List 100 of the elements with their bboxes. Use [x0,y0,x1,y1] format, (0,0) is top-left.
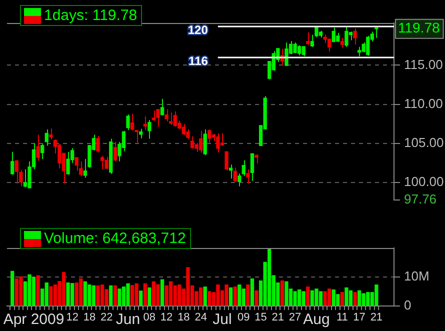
candlestick [203,128,207,156]
bar [310,290,314,306]
bar [254,290,258,306]
bar [374,284,378,306]
bar [302,291,306,306]
candlestick [10,152,14,176]
y-tick-label: 0 [404,298,412,313]
x-tick-label: 27 [288,312,302,324]
x-tick-label: Apr 2009 [3,311,64,328]
ref-line-label: 116 [188,54,208,68]
bar [10,270,14,306]
y-tick-label: 110.00 [404,96,443,111]
bar [66,282,70,306]
candlestick [327,38,332,52]
bar [122,286,126,306]
bar [164,285,168,306]
bar [366,292,370,306]
bar [62,272,66,306]
bar [293,291,297,306]
bar [362,293,366,306]
candlestick [306,32,310,46]
candlestick [228,164,233,180]
candlestick [164,108,168,122]
bar [246,284,250,306]
bar [208,291,212,306]
bar [79,278,83,306]
candlestick [79,160,83,177]
candlestick [182,123,186,136]
candlestick [216,132,220,153]
bar [152,281,156,306]
bar [280,280,284,306]
bar [250,278,254,306]
bar [216,284,220,306]
candlestick [156,108,160,128]
ref-line-label: 120 [188,22,208,37]
bar [92,285,96,306]
candlestick [122,130,126,152]
y-tick-label: 105.00 [404,134,444,150]
x-tick-label: 15 [254,312,267,324]
candlestick [143,116,147,131]
bar [228,287,233,306]
bar [224,284,228,306]
candlestick [169,112,173,126]
x-tick-label: Jun [116,311,140,328]
bar [348,290,353,306]
bar [109,285,113,306]
x-tick-label: 21 [370,312,383,324]
x-tick-label: 12 [66,312,78,324]
x-tick-label: Jul [212,311,232,328]
y-tick-label: 97.76 [404,192,437,207]
candlestick [19,169,23,187]
x-tick-label: 21 [272,312,284,324]
bar [340,292,344,306]
candlestick [233,167,237,183]
bar [44,282,48,306]
bar [357,290,362,306]
candlestick [332,27,336,42]
bar [49,286,53,306]
bar [160,279,164,306]
candlestick [173,110,177,128]
bar [130,285,134,306]
bar [134,283,138,306]
bar [173,285,177,306]
x-tick-label: 18 [178,312,190,324]
candlestick [104,156,108,170]
candlestick [336,32,340,43]
candlestick [250,153,254,182]
bar [36,275,40,306]
y-tick-label: 10M [404,268,430,284]
x-tick-label: 12 [160,312,173,324]
bar [118,288,122,306]
bar [186,267,190,306]
chart-title: 1days: 119.78 [44,7,138,24]
candlestick [366,35,370,56]
bar [143,283,147,306]
x-tick-label: 11 [336,312,348,324]
x-tick-label: Aug [303,311,330,328]
bar [96,285,100,306]
candlestick [238,172,242,187]
bar [28,274,32,306]
x-tick-label: 08 [143,312,156,324]
bar [113,285,117,306]
candlestick [49,128,53,140]
y-tick-label: 115.00 [404,56,443,72]
bar [306,286,310,306]
bar [314,288,318,306]
candlestick [126,114,130,131]
text: 119.78 [398,20,440,36]
bar [242,288,246,306]
candlestick [190,136,194,149]
candlestick [340,37,344,48]
bar [238,284,242,306]
candlestick [148,119,152,140]
bar [148,287,152,306]
candlestick [23,168,28,188]
candlestick [246,168,250,184]
bar [19,276,23,306]
candlestick [58,144,62,169]
candlestick [160,98,164,116]
bar [88,284,92,306]
